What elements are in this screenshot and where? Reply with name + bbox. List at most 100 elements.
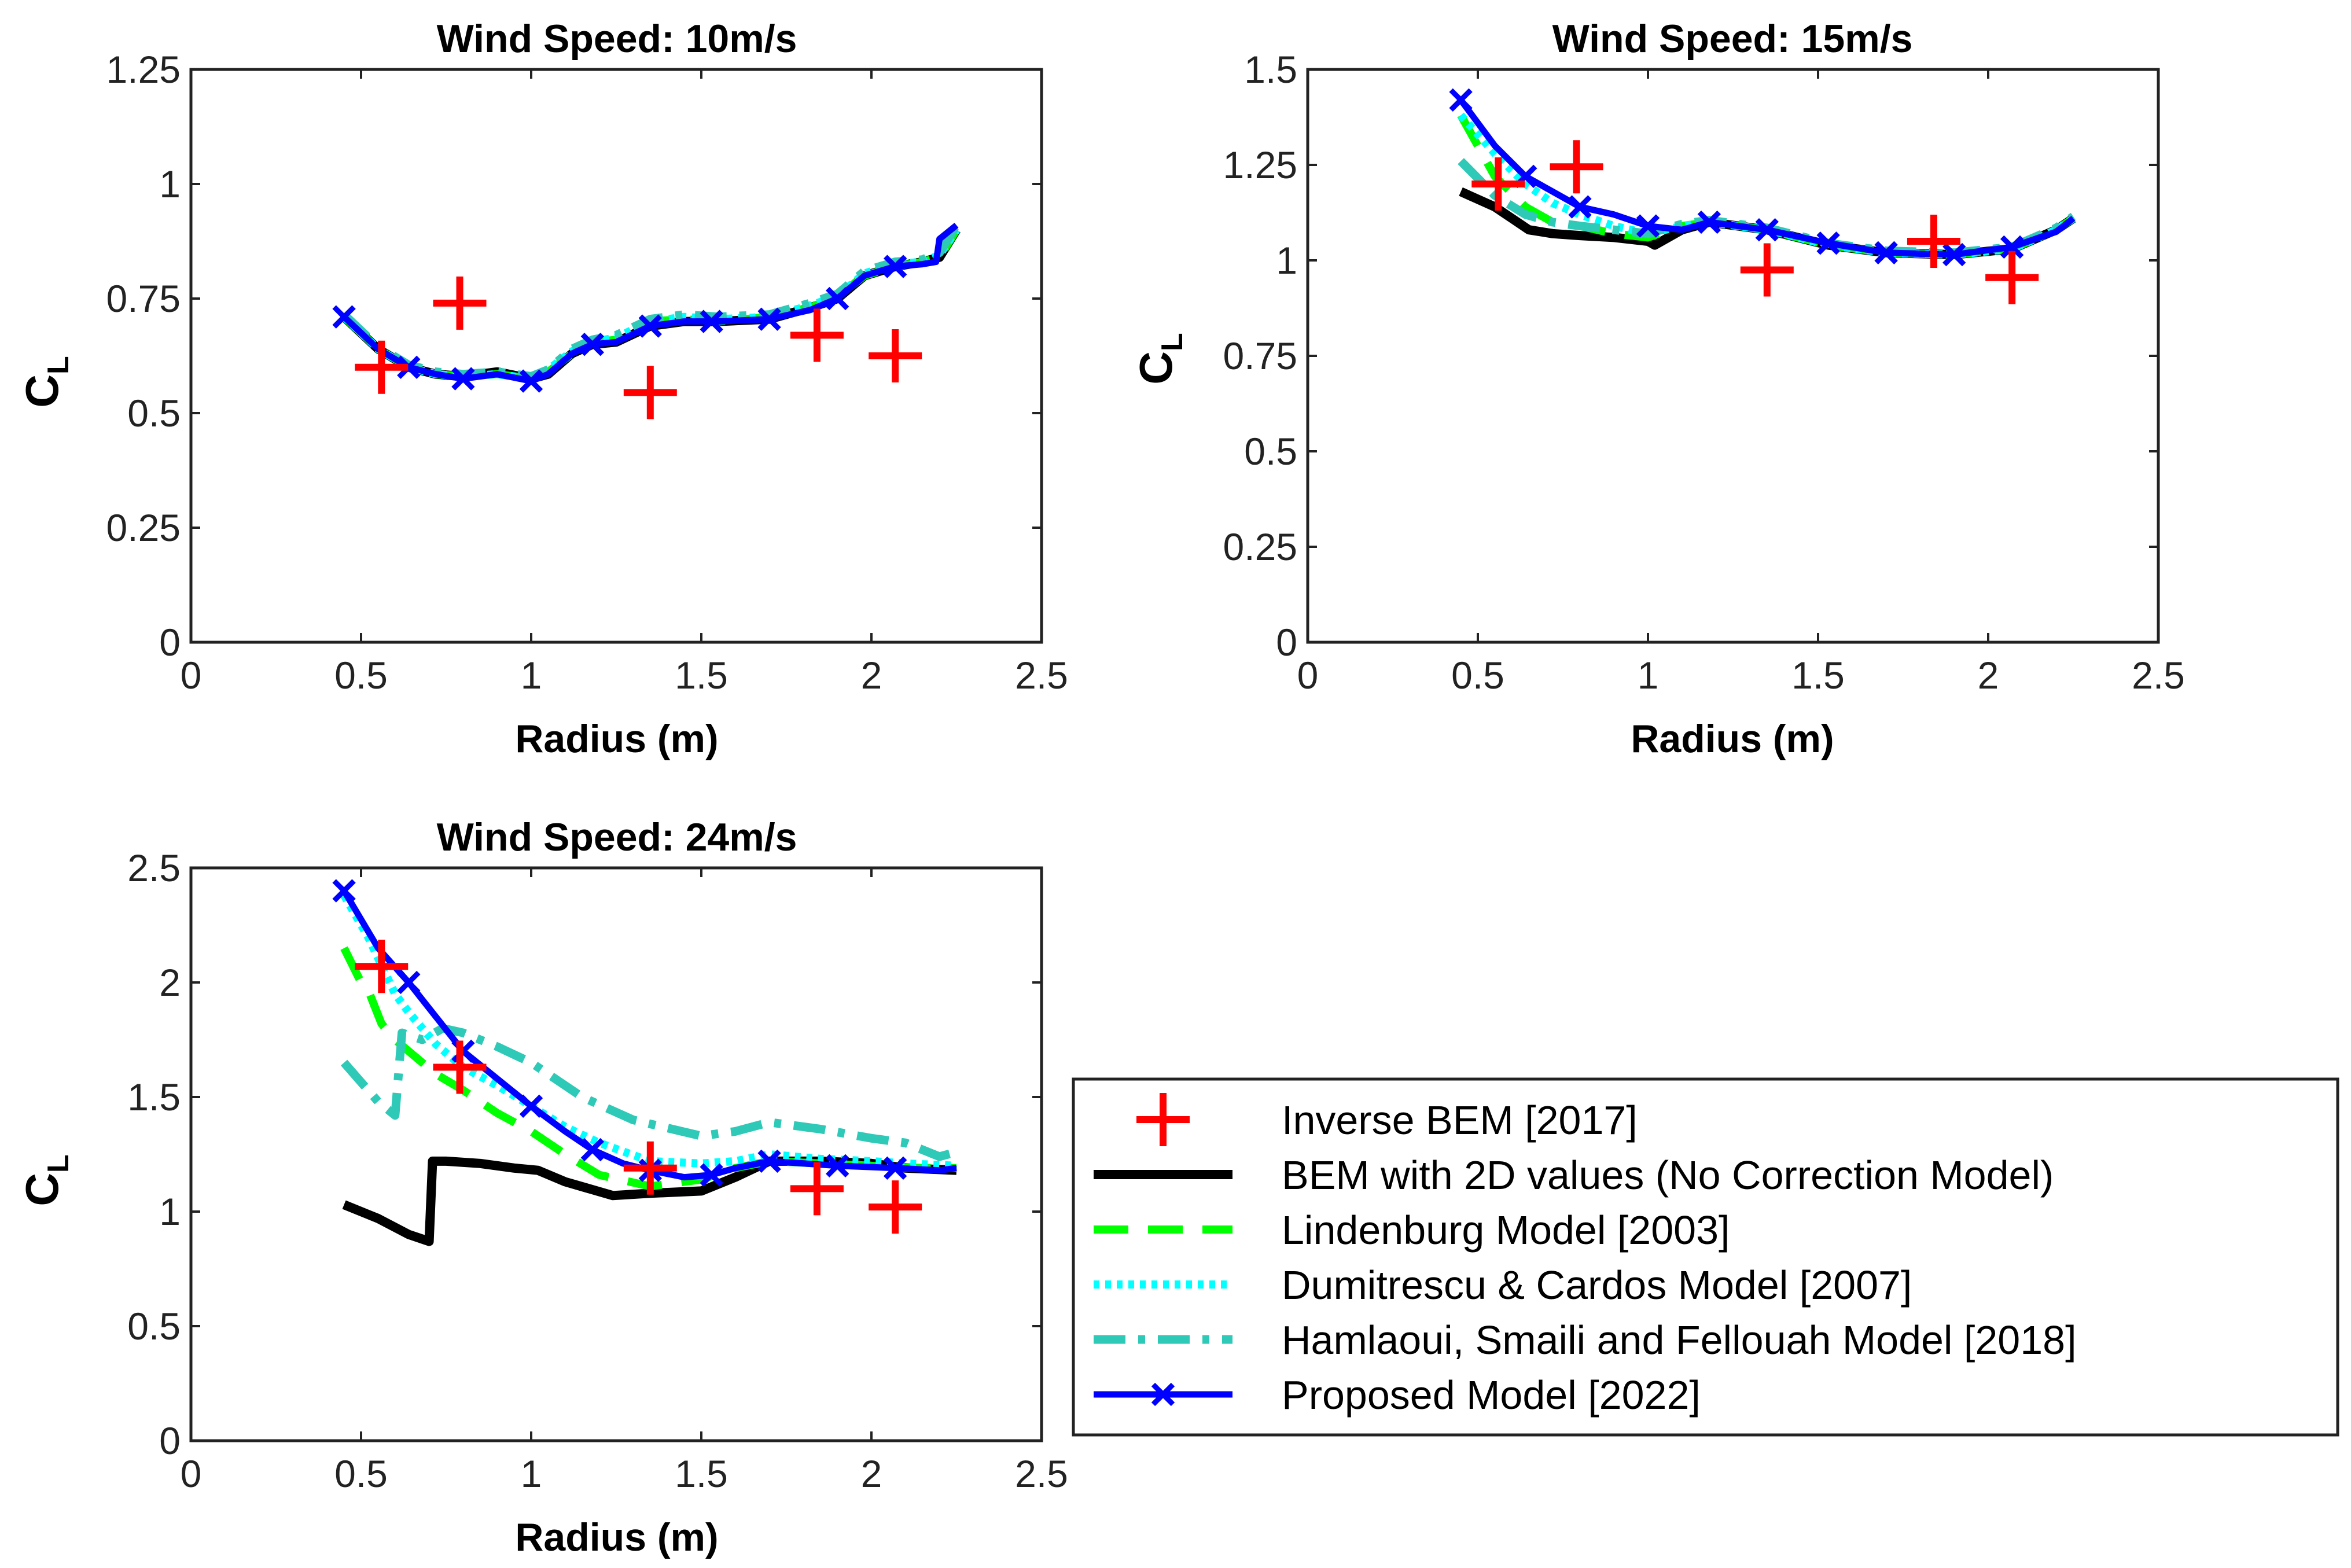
x-b xyxy=(332,305,356,329)
inverse-bem-point xyxy=(623,1141,677,1195)
inverse-bem-point xyxy=(1907,215,1960,268)
y-axis-label-sub: L xyxy=(42,1154,75,1173)
plot-area xyxy=(1449,88,2076,304)
inverse-bem-point xyxy=(1550,140,1603,194)
x-tick-label: 1 xyxy=(521,654,542,697)
y-axis-label-main: C xyxy=(16,374,68,408)
y-tick-label: 0 xyxy=(1276,621,1297,664)
axes-box xyxy=(189,68,1043,644)
x-b xyxy=(826,286,849,311)
proposed-marker xyxy=(1697,210,1721,234)
legend-item-inverse: Inverse BEM [2017] xyxy=(1136,1093,1638,1146)
proposed-marker xyxy=(883,255,907,278)
proposed-marker xyxy=(826,1154,849,1177)
proposed-marker xyxy=(1636,214,1660,238)
inverse-bem-point xyxy=(355,940,409,993)
inverse-bem-point xyxy=(790,308,844,362)
y-tick-label: 1 xyxy=(1276,239,1297,282)
proposed-marker xyxy=(580,333,605,356)
y-tick-label: 0.5 xyxy=(1244,430,1297,473)
legend-item-proposed: Proposed Model [2022] xyxy=(1094,1372,1701,1418)
hamlaoui-series-line xyxy=(341,223,961,381)
hamlaoui-series-line xyxy=(340,1024,958,1161)
x-b xyxy=(451,367,475,391)
proposed-marker xyxy=(1942,242,1966,267)
proposed-marker xyxy=(332,305,356,329)
plot-area xyxy=(332,879,958,1246)
x-b xyxy=(757,307,781,331)
proposed-marker xyxy=(1449,88,1473,112)
legend-swatch-marker xyxy=(1151,1382,1175,1407)
x-b xyxy=(1755,218,1779,242)
proposed-marker xyxy=(1816,231,1840,255)
dumitrescu-series-line xyxy=(340,893,957,1170)
y-tick-label: 0.25 xyxy=(1223,525,1297,568)
x-b xyxy=(580,1138,605,1162)
y-tick-label: 1.25 xyxy=(1223,143,1297,186)
x-b xyxy=(757,1149,781,1173)
x-axis-label: Radius (m) xyxy=(515,717,718,761)
x-b xyxy=(397,970,421,995)
legend-label: Hamlaoui, Smaili and Fellouah Model [201… xyxy=(1282,1317,2077,1363)
axes-box xyxy=(189,866,1043,1442)
x-tick-label: 0 xyxy=(181,654,202,697)
x-tick-label: 0.5 xyxy=(1451,654,1504,697)
inverse-bem-point xyxy=(869,1180,922,1234)
legend-label: BEM with 2D values (No Correction Model) xyxy=(1282,1153,2054,1198)
chart-title: Wind Speed: 24m/s xyxy=(437,815,797,859)
x-tick-label: 2 xyxy=(861,1452,882,1495)
proposed-marker xyxy=(397,355,421,379)
proposed-marker xyxy=(757,1149,781,1173)
ticks: 0 0.5 1 1.5 2 2.5 0 0.25 0.5 0.75 1 1.25 xyxy=(106,48,1068,697)
x-tick-label: 0 xyxy=(181,1452,202,1495)
legend-box xyxy=(1072,1077,2339,1437)
proposed-marker xyxy=(519,1094,543,1118)
inverse-bem-point xyxy=(1740,243,1794,297)
y-axis-label-sub: L xyxy=(42,356,75,374)
y-tick-label: 0 xyxy=(159,1419,181,1462)
y-tick-label: 2 xyxy=(159,961,181,1004)
proposed-marker xyxy=(883,1156,907,1180)
proposed-marker xyxy=(1568,195,1592,219)
proposed-series-line xyxy=(1458,98,2076,258)
x-tick-label: 2 xyxy=(1978,654,1999,697)
y-tick-label: 1.5 xyxy=(1244,48,1297,91)
x-tick-label: 0.5 xyxy=(334,1452,388,1495)
x-b xyxy=(1636,214,1660,238)
y-tick-label: 0 xyxy=(159,621,181,664)
x-tick-label: 2.5 xyxy=(2132,654,2185,697)
x-tick-label: 2 xyxy=(861,654,882,697)
x-b xyxy=(883,255,907,278)
x-b xyxy=(638,314,662,338)
proposed-marker xyxy=(757,307,781,331)
y-tick-label: 0.75 xyxy=(106,277,181,320)
x-tick-label: 1 xyxy=(1638,654,1659,697)
inverse-bem-point xyxy=(790,1162,844,1216)
x-b xyxy=(826,1154,849,1177)
inverse-bem-point xyxy=(433,276,487,330)
x-tick-label: 0 xyxy=(1297,654,1319,697)
x-b xyxy=(1697,210,1721,234)
chart-wind-15: Wind Speed: 15m/s Radius (m) CL 0 0.5 1 1.5… xyxy=(1130,17,2185,761)
y-axis-label: CL xyxy=(1130,333,1189,385)
proposed-marker xyxy=(1755,218,1779,242)
x-tick-label: 0.5 xyxy=(334,654,388,697)
x-b xyxy=(1151,1382,1175,1407)
inverse-bem-point xyxy=(1985,251,2039,304)
chart-title: Wind Speed: 15m/s xyxy=(1552,17,1913,61)
proposed-marker xyxy=(826,286,849,311)
y-axis-label-main: C xyxy=(1130,351,1182,385)
x-b xyxy=(1816,231,1840,255)
legend-label: Proposed Model [2022] xyxy=(1282,1372,1701,1418)
y-tick-label: 0.5 xyxy=(127,392,181,435)
x-b xyxy=(700,1163,723,1187)
ticks: 0 0.5 1 1.5 2 2.5 0 0.5 1 1.5 2 2.5 xyxy=(127,846,1068,1495)
x-b xyxy=(519,369,543,393)
legend-label: Dumitrescu & Cardos Model [2007] xyxy=(1282,1263,1912,1308)
x-b xyxy=(580,333,605,356)
legend-items: Inverse BEM [2017] BEM with 2D values (No… xyxy=(1094,1093,2077,1418)
proposed-marker xyxy=(1874,241,1898,264)
y-axis-label-main: C xyxy=(16,1173,68,1206)
x-b xyxy=(700,310,723,333)
